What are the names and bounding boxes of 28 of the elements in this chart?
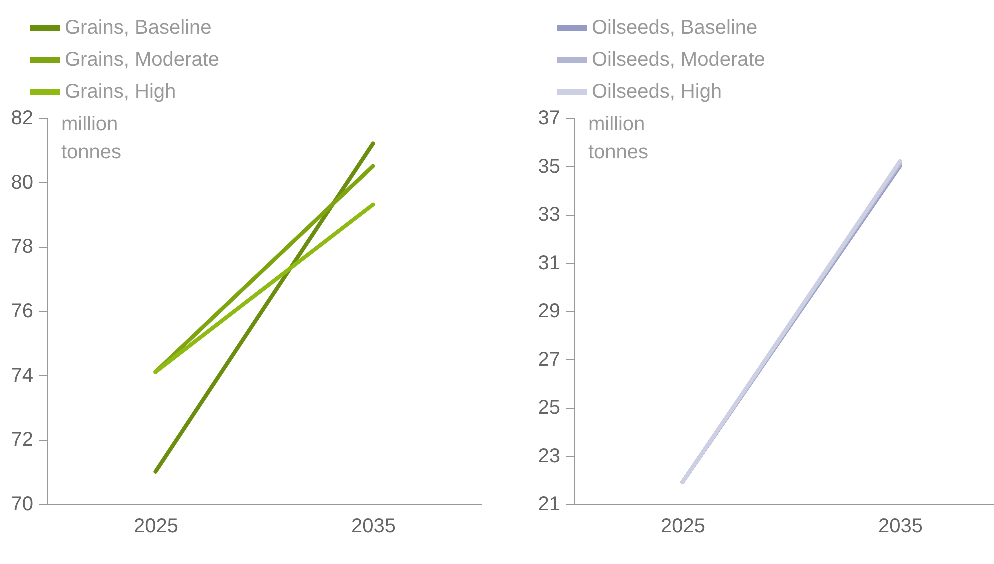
y-tick-label: 76 — [11, 300, 34, 322]
x-tick-label: 2025 — [134, 516, 178, 538]
legend-label: Grains, High — [65, 81, 176, 103]
legend-label: Grains, Moderate — [65, 49, 220, 71]
y-tick-label: 78 — [11, 236, 34, 258]
y-tick-label: 70 — [11, 494, 34, 516]
y-tick-label: 25 — [538, 397, 560, 419]
y-tick-label: 82 — [11, 108, 34, 130]
x-tick-label: 2025 — [661, 516, 706, 538]
y-tick-label: 33 — [538, 204, 560, 226]
legend-label: Oilseeds, Baseline — [592, 17, 758, 39]
y-tick-label: 23 — [538, 445, 560, 468]
y-tick-label: 80 — [11, 172, 34, 194]
legend-label: Oilseeds, Moderate — [592, 49, 766, 71]
y-tick-label: 74 — [11, 364, 34, 387]
y-tick-label: 35 — [538, 156, 560, 178]
y-axis-title: million tonnes — [62, 114, 122, 164]
legend-label: Grains, Baseline — [65, 17, 212, 39]
y-tick-label: 29 — [538, 300, 560, 322]
y-tick-label: 27 — [538, 348, 560, 371]
y-tick-label: 21 — [538, 494, 560, 516]
y-tick-label: 37 — [538, 108, 560, 130]
legend-label: Oilseeds, High — [592, 81, 722, 103]
y-tick-label: 72 — [11, 429, 34, 452]
y-axis-title: million tonnes — [588, 114, 649, 164]
x-tick-label: 2035 — [878, 516, 923, 538]
y-tick-label: 31 — [538, 252, 560, 274]
x-tick-label: 2035 — [352, 516, 396, 538]
